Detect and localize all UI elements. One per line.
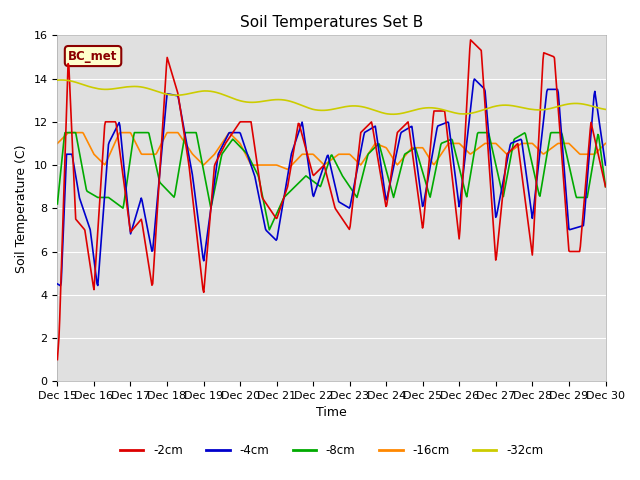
-16cm xyxy=(602,141,609,146)
-32cm xyxy=(399,110,407,116)
-2cm xyxy=(54,357,61,362)
-4cm xyxy=(64,151,72,157)
-8cm xyxy=(61,130,69,135)
-8cm xyxy=(64,130,72,135)
-32cm xyxy=(121,84,129,90)
-16cm xyxy=(121,130,129,135)
-8cm xyxy=(602,184,609,190)
-8cm xyxy=(415,158,423,164)
-4cm xyxy=(602,162,609,168)
Line: -16cm: -16cm xyxy=(58,132,605,169)
-8cm xyxy=(266,227,273,233)
-32cm xyxy=(176,92,184,98)
-4cm xyxy=(470,76,478,82)
-8cm xyxy=(54,201,61,207)
-32cm xyxy=(389,111,397,117)
-8cm xyxy=(121,196,129,202)
Legend: -2cm, -4cm, -8cm, -16cm, -32cm: -2cm, -4cm, -8cm, -16cm, -32cm xyxy=(115,439,548,461)
-16cm xyxy=(63,131,71,136)
-32cm xyxy=(205,88,213,94)
Line: -32cm: -32cm xyxy=(58,80,605,114)
-2cm xyxy=(120,178,127,184)
-16cm xyxy=(205,156,213,162)
Line: -2cm: -2cm xyxy=(58,40,605,360)
-4cm xyxy=(176,105,184,110)
-4cm xyxy=(399,129,406,134)
-4cm xyxy=(121,170,129,176)
-4cm xyxy=(54,281,61,287)
-16cm xyxy=(176,133,184,139)
-16cm xyxy=(54,141,61,146)
Line: -8cm: -8cm xyxy=(58,132,605,230)
-16cm xyxy=(415,145,423,151)
-4cm xyxy=(56,283,64,288)
-4cm xyxy=(415,175,422,180)
-4cm xyxy=(205,218,213,224)
Text: BC_met: BC_met xyxy=(68,49,118,62)
-8cm xyxy=(176,160,184,166)
-2cm xyxy=(602,184,609,190)
-8cm xyxy=(399,156,407,161)
-32cm xyxy=(602,107,609,112)
-16cm xyxy=(399,155,407,160)
-2cm xyxy=(175,100,183,106)
Y-axis label: Soil Temperature (C): Soil Temperature (C) xyxy=(15,144,28,273)
X-axis label: Time: Time xyxy=(316,407,347,420)
-32cm xyxy=(64,78,72,84)
-2cm xyxy=(63,84,71,90)
-2cm xyxy=(414,192,422,197)
Title: Soil Temperatures Set B: Soil Temperatures Set B xyxy=(240,15,423,30)
-16cm xyxy=(284,167,291,172)
Line: -4cm: -4cm xyxy=(58,79,605,286)
-16cm xyxy=(65,130,73,135)
-32cm xyxy=(54,77,61,83)
-32cm xyxy=(58,77,65,83)
-2cm xyxy=(205,235,212,241)
-2cm xyxy=(398,125,406,131)
-32cm xyxy=(415,106,423,112)
-8cm xyxy=(205,196,213,202)
-2cm xyxy=(467,37,474,43)
